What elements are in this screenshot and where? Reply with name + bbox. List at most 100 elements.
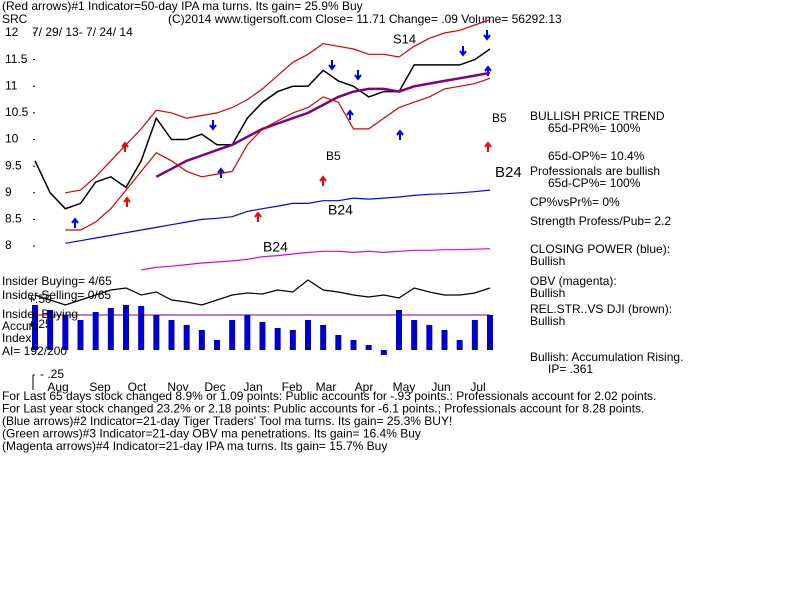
panel-note: Accum (2, 319, 39, 333)
footer-line: (Green arrows)#3 Indicator=21-day OBV ma… (2, 427, 421, 441)
footer-line: (Magenta arrows)#4 Indicator=21-day IPA … (2, 439, 387, 453)
accum-bar (274, 328, 281, 350)
y-tick-label: 11 (5, 78, 18, 92)
accum-bar (441, 330, 448, 350)
x-tick-label: Jul (470, 380, 485, 394)
footer-line: For Last 65 days stock changed 8.9% or 1… (2, 389, 656, 403)
accum-bar (62, 315, 69, 350)
accum-bar (198, 330, 205, 350)
blue-arrow (459, 46, 467, 57)
side-note: Bullish (530, 254, 565, 268)
series-line (65, 19, 491, 194)
x-tick-label: Oct (128, 380, 147, 394)
panel-note: Insider Buying= 4/65 (2, 274, 112, 288)
panel-note: Index (2, 331, 31, 345)
annotation: B24 (328, 202, 353, 218)
x-tick-label: Sep (89, 380, 111, 394)
blue-arrow (354, 70, 362, 81)
series-line (34, 279, 491, 306)
accum-bar (350, 340, 357, 350)
chart-title: (Red arrows)#1 Indicator=50-day IPA ma t… (2, 0, 363, 13)
footer-line: (Blue arrows)#2 Indicator=21-day Tiger T… (2, 414, 452, 428)
accum-bar (32, 305, 38, 350)
side-note: Professionals are bullish (530, 164, 660, 178)
y-tick-label: 10 (5, 132, 19, 146)
side-note: REL.STR..VS DJI (brown): (530, 302, 672, 316)
chart-subtitle: (C)2014 www.tigersoft.com Close= 11.71 C… (168, 12, 562, 26)
accum-bar (411, 320, 418, 350)
accum-bar (365, 345, 372, 350)
accum-bar (183, 325, 190, 350)
y-tick-label: 10.5 (5, 105, 29, 119)
side-note: OBV (magenta): (530, 274, 617, 288)
annotation: B5 (492, 111, 507, 125)
y-tick-label: 8.5 (5, 212, 22, 226)
side-note: Strength Profess/Pub= 2.2 (530, 214, 671, 228)
x-tick-label: Jun (431, 380, 450, 394)
side-note: 65d-PR%= 100% (548, 121, 641, 135)
accum-bar (305, 320, 311, 350)
side-note: CP%vsPr%= 0% (530, 195, 620, 209)
side-note: Bullish: Accumulation Rising. (530, 350, 683, 364)
accum-bar (335, 335, 342, 350)
annotation: B24 (263, 239, 288, 255)
accum-bar (487, 315, 493, 350)
x-tick-label: Jan (243, 380, 262, 394)
accum-bar (456, 340, 463, 350)
accum-bar (471, 320, 478, 350)
date-range: 7/ 29/ 13- 7/ 24/ 14 (32, 25, 133, 39)
y2-tick-label: +.50 (28, 292, 52, 306)
accum-bar (320, 325, 327, 350)
side-note: Bullish (530, 314, 565, 328)
accum-bar (244, 315, 251, 350)
red-arrow (254, 211, 262, 222)
side-note: BULLISH PRICE TREND (530, 109, 665, 123)
side-note: 65d-OP%= 10.4% (548, 149, 645, 163)
y-tick-label: 9 (5, 185, 12, 199)
accum-bar (153, 315, 160, 350)
y2-tick-label: - .25 (40, 367, 64, 381)
blue-arrow (71, 217, 79, 228)
x-tick-label: Aug (47, 380, 68, 394)
x-tick-label: Feb (282, 380, 303, 394)
accum-bar (380, 350, 387, 355)
accum-bar (426, 325, 433, 350)
y-tick-label: 12 (5, 25, 19, 39)
x-tick-label: May (393, 380, 416, 394)
blue-arrow (209, 120, 217, 131)
x-tick-label: Mar (316, 380, 337, 394)
panel-note: Insider Buying (2, 307, 78, 321)
accum-bar (92, 312, 99, 350)
blue-arrow (217, 167, 225, 178)
accum-bar (123, 305, 129, 350)
y-tick-label: 9.5 (5, 158, 22, 172)
accum-bar (214, 340, 220, 350)
side-note: CLOSING POWER (blue): (530, 242, 670, 256)
accum-bar (138, 306, 145, 350)
accum-bar (77, 320, 84, 350)
accum-bar (259, 322, 266, 350)
series-line (65, 189, 491, 244)
panel-note: AI= 192/200 (2, 344, 67, 358)
red-arrow (123, 196, 131, 207)
accum-bar (168, 320, 175, 350)
symbol: SRC (2, 12, 28, 26)
series-line (34, 48, 491, 210)
accum-bar (229, 320, 236, 350)
annotation: B24 (495, 164, 522, 181)
annotation: S14 (393, 31, 416, 46)
blue-arrow (396, 129, 404, 140)
accum-bar (396, 310, 402, 350)
signal-arrows (71, 30, 492, 228)
x-tick-label: Nov (167, 380, 188, 394)
side-note: Bullish (530, 286, 565, 300)
accum-bar (107, 308, 114, 350)
annotation: B5 (326, 149, 341, 163)
y-tick-label: 8 (5, 238, 12, 252)
blue-arrow (346, 109, 354, 120)
accum-bar (47, 310, 54, 350)
footer-line: For Last year stock changed 23.2% or 2.1… (2, 402, 644, 416)
blue-arrow (328, 60, 336, 71)
panel-note: Insider Selling= 0/65 (2, 288, 111, 302)
